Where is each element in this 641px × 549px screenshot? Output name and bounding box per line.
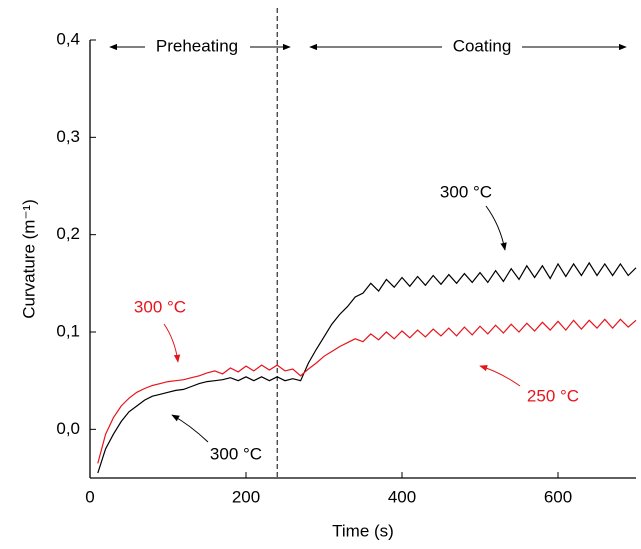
y-tick-label: 0,1	[56, 321, 80, 340]
annotation: 300 °C	[210, 444, 262, 463]
annotation-arrow	[485, 205, 507, 251]
y-tick-label: 0,0	[56, 419, 80, 438]
annotation: 300 °C	[440, 182, 492, 201]
annotation-arrow	[163, 323, 181, 363]
phase-label: Coating	[453, 36, 512, 55]
series-line	[97, 318, 637, 464]
series-line	[97, 261, 637, 474]
annotation-arrow	[171, 414, 209, 443]
annotation: 250 °C	[527, 386, 579, 405]
x-axis-label: Time (s)	[332, 521, 394, 540]
y-axis-label: Curvature (m⁻¹)	[19, 199, 38, 318]
x-tick-label: 0	[85, 487, 94, 506]
x-tick-label: 600	[544, 487, 572, 506]
annotation: 300 °C	[134, 297, 186, 316]
y-tick-label: 0,4	[56, 29, 80, 48]
phase-label: Preheating	[156, 36, 238, 55]
annotation-arrow	[479, 365, 521, 387]
y-tick-label: 0,2	[56, 224, 80, 243]
x-tick-label: 200	[232, 487, 260, 506]
y-tick-label: 0,3	[56, 127, 80, 146]
x-tick-label: 400	[388, 487, 416, 506]
